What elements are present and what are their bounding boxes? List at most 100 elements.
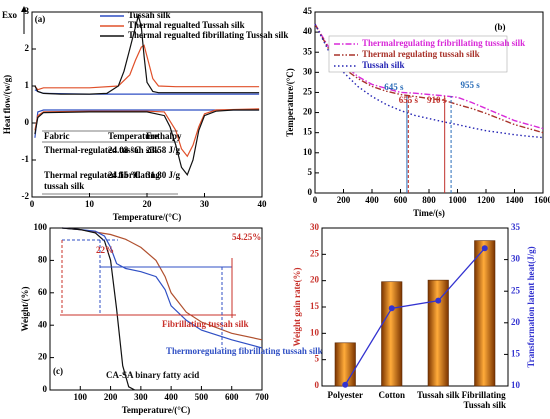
reference-label: 645 s	[384, 82, 404, 92]
y-tick-label: 0	[308, 187, 313, 197]
bar	[381, 281, 403, 387]
series-line	[314, 23, 544, 139]
y-tick-label: 40	[38, 319, 48, 329]
y2-axis-label: Transformation latent heat(J/g)	[526, 246, 536, 367]
y-tick-label: 0	[25, 117, 30, 127]
x-tick-label: 100	[74, 392, 88, 402]
y2-tick-label: 15	[511, 348, 521, 358]
y-tick-label: 30	[310, 222, 320, 232]
legend-label: Thermal regualted fibrillating Tussah si…	[128, 30, 288, 40]
table-cell: 24.08 °C	[108, 145, 141, 155]
x-tick-label: Fibrillating Tussah silk	[462, 390, 508, 410]
x-tick-label: 1000	[449, 195, 468, 205]
legend-label: Thermal regualted Tussah silk	[128, 20, 245, 30]
bar	[427, 279, 449, 387]
x-tick-label: Polyester	[328, 390, 363, 400]
annotation: 22%	[96, 245, 114, 255]
curve-label: CA-SA binary fatty acid	[106, 370, 199, 380]
table-header: Enthalpy	[146, 131, 182, 141]
curve-label: Fibrillating tussah silk	[162, 319, 249, 329]
reference-label: 955 s	[460, 80, 480, 90]
y-tick-label: 0	[43, 384, 48, 394]
y2-tick-label: 10	[511, 380, 521, 390]
table-header: Temperature	[108, 131, 158, 141]
x-tick-label: 400	[164, 392, 178, 402]
x-tick-label: 10	[85, 199, 95, 209]
legend-label: Thermalregulating fribrillating tussah s…	[362, 38, 525, 48]
x-tick-label: 0	[30, 199, 35, 209]
y-tick-label: 1	[25, 80, 30, 90]
y-tick-label: 15	[303, 127, 313, 137]
bar	[334, 342, 356, 387]
y-tick-label: 20	[38, 352, 48, 362]
y-tick-label: 25	[303, 87, 313, 97]
legend-label: Tussah silk	[362, 60, 404, 70]
x-tick-label: Tussah silk	[417, 390, 459, 400]
y-tick-label: 25	[310, 248, 320, 258]
y-tick-label: 10	[310, 327, 320, 337]
x-tick-label: 200	[337, 195, 351, 205]
x-tick-label: 0	[313, 195, 318, 205]
table-cell: 23.58 J/g	[146, 145, 181, 155]
line-marker	[481, 245, 488, 252]
x-tick-label: 20	[143, 199, 153, 209]
bar	[474, 240, 496, 387]
y-tick-label: 10	[303, 147, 313, 157]
y-tick-label: 15	[310, 301, 320, 311]
y-tick-label: 0	[315, 380, 320, 390]
y2-tick-label: 35	[511, 222, 521, 232]
y-tick-label: -2	[22, 191, 30, 201]
x-tick-label: 600	[394, 195, 408, 205]
y-tick-label: 35	[303, 46, 313, 56]
legend-label: Tussah silk	[128, 10, 170, 20]
y-axis-label: Weight gain rate(%)	[292, 268, 302, 347]
table-header: Fabric	[44, 131, 70, 141]
panel-label: (c)	[53, 366, 63, 376]
series-line	[62, 227, 263, 349]
table-cell: 31.80 J/g	[146, 170, 181, 180]
series-line	[34, 44, 260, 158]
legend-box	[328, 35, 508, 73]
y2-tick-label: 25	[511, 285, 521, 295]
series-line	[62, 227, 136, 391]
x-axis-label: Time/(s)	[413, 208, 445, 218]
x-tick-label: 1600	[534, 195, 550, 205]
x-tick-label: 1200	[477, 195, 496, 205]
y-tick-label: 5	[308, 167, 313, 177]
x-tick-label: 30	[200, 199, 210, 209]
x-tick-label: 500	[195, 392, 209, 402]
panel-label: (b)	[495, 22, 506, 32]
exo-label: Exo	[2, 10, 18, 20]
x-axis-label: Temperature/(°C)	[113, 212, 182, 222]
x-tick-label: 700	[255, 392, 269, 402]
table-cell: 24.15 °C	[108, 170, 141, 180]
y-axis-label: Weight/(%)	[20, 287, 30, 332]
y2-tick-label: 30	[511, 254, 521, 264]
series-line	[34, 13, 260, 177]
y-tick-label: -1	[22, 154, 30, 164]
y-tick-label: 20	[310, 275, 320, 285]
x-axis-label: Temperature/(°C)	[122, 405, 191, 415]
x-tick-label: 200	[104, 392, 118, 402]
y-tick-label: 3	[25, 6, 30, 16]
y-axis-label: Heat flow/(w/g)	[2, 75, 12, 134]
table-cell: Thermal-regulated tussah silk	[44, 145, 159, 155]
y-tick-label: 80	[38, 254, 48, 264]
reference-label: 655 s	[399, 95, 419, 105]
plot-frame	[49, 227, 263, 391]
series-line	[314, 23, 544, 134]
series-line	[344, 247, 486, 386]
y-axis-label: Temperature/(°C)	[285, 68, 295, 137]
y2-tick-label: 20	[511, 317, 521, 327]
x-tick-label: 800	[422, 195, 436, 205]
panel-label: (a)	[35, 14, 46, 24]
x-tick-label: 1400	[506, 195, 525, 205]
line-marker	[435, 297, 442, 304]
x-tick-label: 600	[225, 392, 239, 402]
annotation: 54.25%	[232, 232, 261, 242]
x-tick-label: Cotton	[379, 390, 406, 400]
y-tick-label: 20	[303, 107, 313, 117]
y-tick-label: 30	[303, 66, 313, 76]
line-marker	[388, 305, 395, 312]
